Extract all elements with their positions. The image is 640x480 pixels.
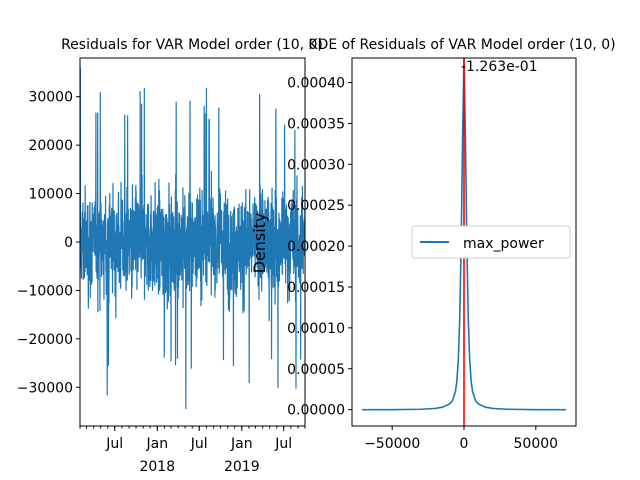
left-x-tick-label: Jul [105,436,123,452]
left-residual-line [80,67,305,410]
left-x-ticks: Jul Jan Jul Jan Jul 2018 2019 [79,426,306,475]
left-x-tick-label: Jul [274,436,292,452]
right-ylabel: Density [250,213,269,274]
left-x-year-label: 2018 [139,459,175,475]
legend-label: max_power [463,236,544,252]
right-y-tick-label: 0.00025 [287,198,345,214]
left-y-ticks: −30000 −20000 −10000 0 10000 20000 30000 [17,90,80,396]
left-series-group [80,67,305,410]
right-x-tick-label: −50000 [364,436,420,452]
left-y-tick-label: −10000 [17,283,73,299]
right-y-tick-label: 0.00030 [287,157,345,173]
right-x-tick-label: 50000 [514,436,559,452]
right-y-tick-label: 0.00040 [287,76,345,92]
left-y-tick-label: 10000 [28,187,73,203]
left-x-tick-label: Jan [146,436,169,452]
left-y-tick-label: −20000 [17,332,73,348]
left-title: Residuals for VAR Model order (10, 0) [61,37,323,53]
right-x-ticks: −50000 0 50000 [364,426,558,452]
legend: max_power [411,225,571,259]
right-title: KDE of Residuals of VAR Model order (10,… [308,37,615,53]
right-y-tick-label: 0.00005 [287,362,345,378]
legend-box [411,225,571,259]
left-chart: Residuals for VAR Model order (10, 0) −3… [17,37,323,475]
right-chart: KDE of Residuals of VAR Model order (10,… [250,37,616,452]
left-y-tick-label: 30000 [28,90,73,106]
right-x-tick-label: 0 [460,436,469,452]
left-y-tick-label: 20000 [28,138,73,154]
left-x-year-label: 2019 [224,459,260,475]
left-y-tick-label: 0 [64,235,73,251]
right-y-tick-label: 0.00035 [287,116,345,132]
left-x-tick-label: Jul [190,436,208,452]
right-y-ticks: 0.00000 0.00005 0.00010 0.00015 0.00020 0.000… [287,76,352,419]
right-y-tick-label: 0.00015 [287,280,345,296]
left-x-tick-label: Jan [230,436,253,452]
left-y-tick-label: −30000 [17,380,73,396]
right-y-tick-label: 0.00020 [287,239,345,255]
vline-annotation: -1.263e-01 [461,59,538,75]
right-y-tick-label: 0.00010 [287,321,345,337]
right-y-tick-label: 0.00000 [287,403,345,419]
